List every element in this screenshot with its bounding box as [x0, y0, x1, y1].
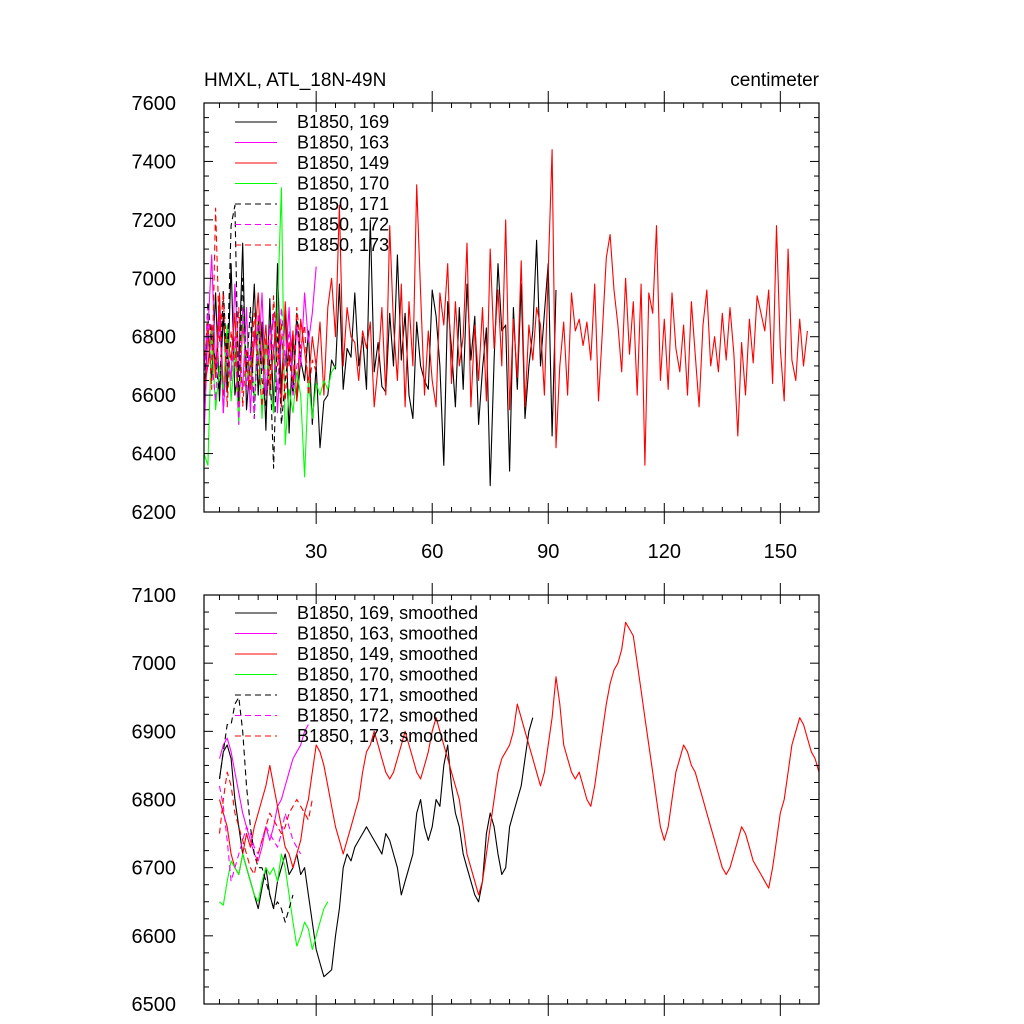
y-tick-label: 7600: [132, 93, 177, 115]
series-line-3: [204, 149, 808, 466]
y-tick-label: 6200: [132, 502, 177, 524]
legend-label-3: B1850, 149, smoothed: [297, 644, 478, 664]
series-line-6: [204, 306, 302, 425]
series-line-2: [218, 724, 309, 862]
y-tick-label: 7000: [132, 268, 177, 290]
series-line-7: [218, 771, 313, 876]
chart-title: HMXL, ATL_18N-49N: [204, 70, 386, 91]
series-line-6: [218, 785, 302, 882]
x-tick-label: 90: [537, 541, 559, 563]
top-plot-area: 6200 6400 6600 6800 7000 7200 7400 7600 30 60 90 12…: [132, 91, 820, 563]
legend-label-1: B1850, 169, smoothed: [297, 603, 478, 623]
y-tick-label: 6600: [132, 926, 177, 948]
legend-label-5: B1850, 171: [297, 194, 389, 214]
legend-label-3: B1850, 149: [297, 153, 389, 173]
units-label: centimeter: [730, 70, 819, 91]
legend-label-1: B1850, 169: [297, 112, 389, 132]
bottom-panel: 6500 6600 6700 6800 6900 7000 7100 B1850, 169, …: [132, 583, 820, 1016]
legend-label-7: B1850, 173: [297, 235, 389, 255]
x-tick-label: 150: [764, 541, 797, 563]
series-line-1: [218, 717, 534, 978]
legend-label-2: B1850, 163: [297, 133, 389, 153]
legend-label-2: B1850, 163, smoothed: [297, 624, 478, 644]
y-tick-label: 6400: [132, 444, 177, 466]
y-tick-label: 6800: [132, 790, 177, 812]
y-tick-label: 6800: [132, 327, 177, 349]
y-tick-label: 7200: [132, 210, 177, 232]
y-tick-label: 7000: [132, 653, 177, 675]
legend-label-7: B1850, 173, smoothed: [297, 726, 478, 746]
legend-label-5: B1850, 171, smoothed: [297, 685, 478, 705]
x-tick-label: 30: [305, 541, 327, 563]
series-line-7: [204, 207, 317, 408]
bottom-plot-area: 6500 6600 6700 6800 6900 7000 7100 B1850, 169, …: [132, 583, 820, 1016]
y-tick-label: 6700: [132, 858, 177, 880]
x-tick-label: 120: [648, 541, 681, 563]
x-tick-label: 60: [421, 541, 443, 563]
legend-label-6: B1850, 172, smoothed: [297, 706, 478, 726]
legend-label-6: B1850, 172: [297, 215, 389, 235]
series-line-3: [218, 621, 819, 896]
series-lines: [218, 621, 819, 978]
legend-label-4: B1850, 170: [297, 174, 389, 194]
series-line-4: [219, 853, 329, 951]
legend-label-4: B1850, 170, smoothed: [297, 665, 478, 685]
series-line-1: [204, 219, 557, 487]
y-tick-label: 6500: [132, 994, 177, 1016]
series-lines: [204, 149, 808, 487]
top-panel: HMXL, ATL_18N-49N centimeter 6200 6400 660…: [132, 70, 820, 563]
y-tick-label: 6600: [132, 385, 177, 407]
y-tick-label: 6900: [132, 721, 177, 743]
series-line-5: [218, 696, 294, 923]
y-tick-label: 7400: [132, 151, 177, 173]
y-tick-label: 7100: [132, 585, 177, 607]
